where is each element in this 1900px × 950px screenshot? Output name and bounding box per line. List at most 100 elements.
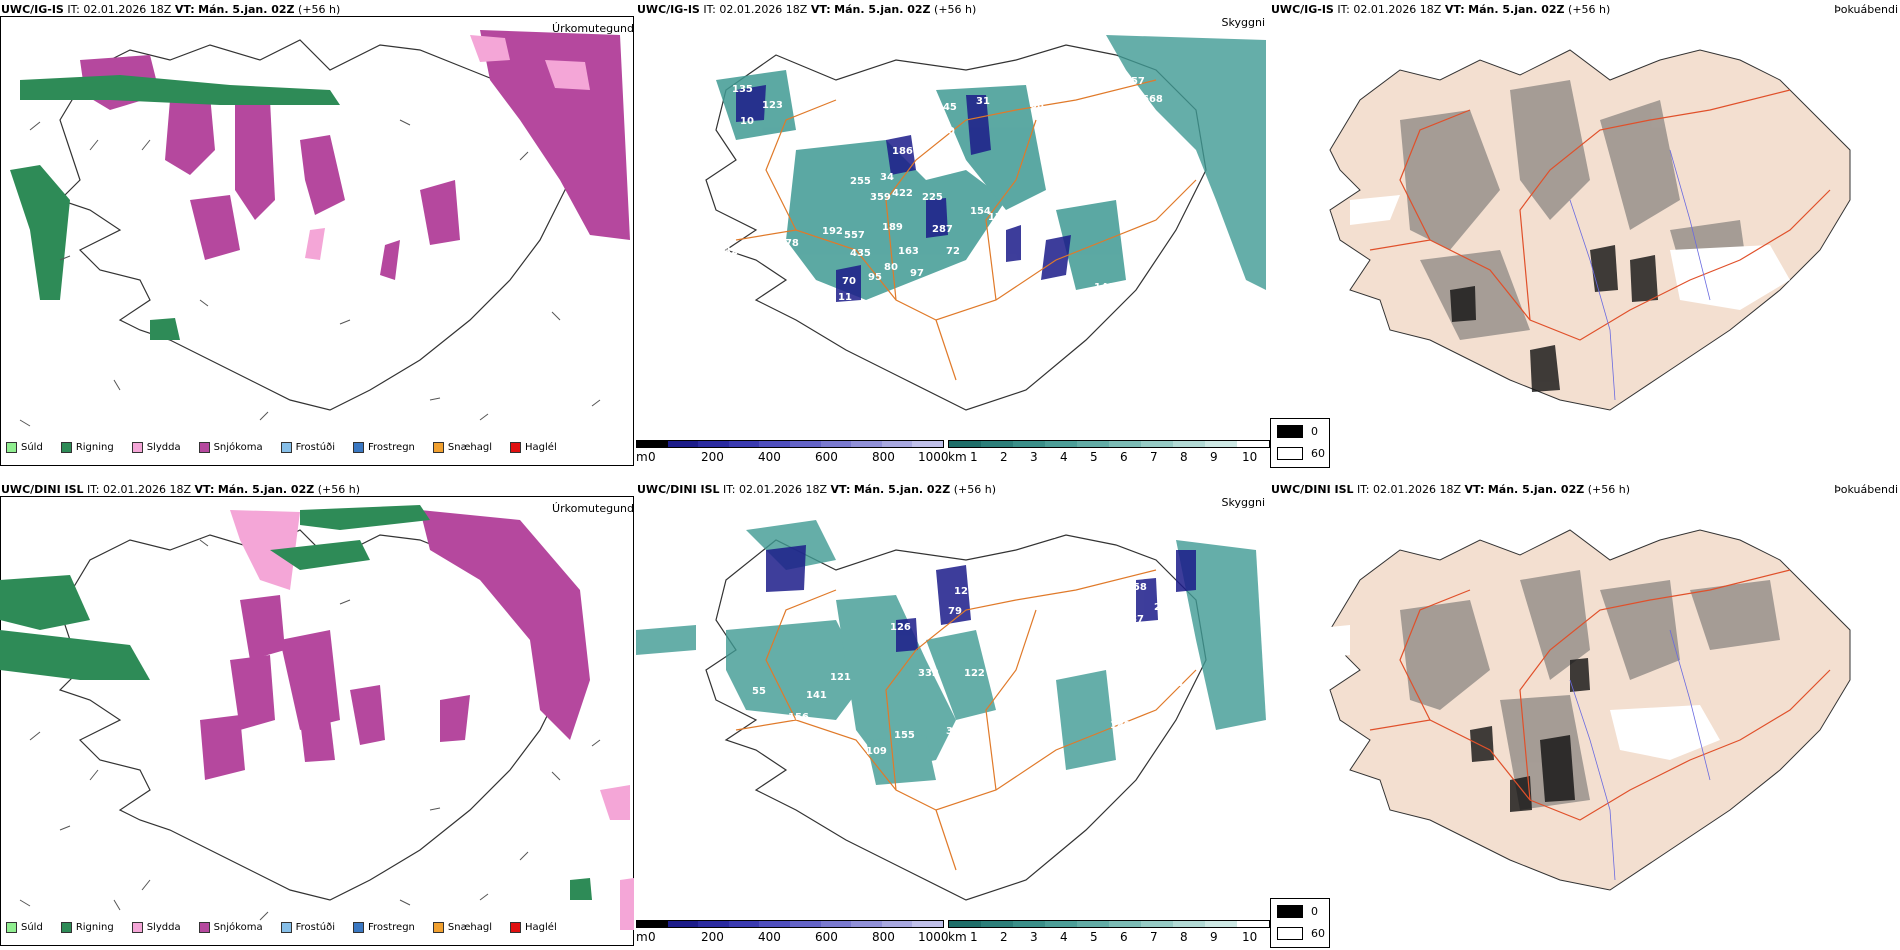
land-area — [1329, 529, 1851, 891]
vis-label: 225 — [922, 192, 943, 203]
vis-label: 122 — [964, 668, 985, 679]
fog-legend-top: 0 60 — [1270, 418, 1330, 468]
vis-label: 558 — [1124, 562, 1145, 573]
vis-label: 126 — [890, 622, 911, 633]
iceland-coastline — [705, 534, 1207, 901]
panel-header: UWC/DINI ISL IT: 02.01.2026 18Z VT: Mán.… — [1, 483, 360, 496]
rivers — [1569, 629, 1711, 881]
road-network — [1369, 569, 1831, 821]
vis-label: 30 — [946, 726, 960, 737]
legend-item-rigning: Rigning — [60, 442, 114, 453]
visibility-bar-segment — [1237, 441, 1269, 447]
vis-label: 287 — [932, 224, 953, 235]
legend-item-snjokoma: Snjókoma — [198, 442, 263, 453]
vis-label: 435 — [850, 248, 871, 259]
sleet-areas — [230, 510, 634, 930]
wind-barbs — [19, 539, 601, 921]
vis-label: 359 — [870, 192, 891, 203]
precip-legend-bottom: Súld Rigning Slydda Snjókoma Frostúði Fr… — [6, 922, 569, 933]
vis-label: 557 — [844, 230, 865, 241]
fog-legend-bottom: 0 60 — [1270, 898, 1330, 948]
height-bar-segment — [698, 921, 729, 927]
height-bar — [636, 440, 944, 448]
wind-barbs — [19, 119, 601, 427]
visibility-bar-segment — [981, 441, 1013, 447]
legend-swatch — [60, 442, 72, 453]
vis-label: 141 — [806, 690, 827, 701]
panel-header: UWC/IG-IS IT: 02.01.2026 18Z VT: Mán. 5.… — [1271, 3, 1611, 16]
legend-item-snaehagl: Snæhagl — [432, 922, 492, 933]
vis-label: 10 — [740, 116, 754, 127]
fog-panel-bottom: UWC/DINI ISL IT: 02.01.2026 18Z VT: Mán.… — [1270, 480, 1900, 950]
very-low-vis-areas — [766, 545, 1196, 652]
visibility-map — [705, 35, 1266, 411]
very-low-vis-areas — [736, 85, 1071, 302]
precip-legend-top: Súld Rigning Slydda Snjókoma Frostúði Fr… — [6, 442, 569, 453]
visibility-bar-segment — [1109, 921, 1141, 927]
visibility-map — [636, 520, 1266, 901]
panel-header: UWC/DINI ISL IT: 02.01.2026 18Z VT: Mán.… — [637, 483, 996, 496]
height-bar-segment — [881, 441, 913, 447]
legend-item-slydda: Slydda — [131, 442, 181, 453]
height-bar-segment — [698, 441, 729, 447]
vis-label: 178 — [1036, 530, 1057, 541]
visibility-bar-segment — [1045, 441, 1077, 447]
vis-label: 422 — [892, 188, 913, 199]
precip-frame — [0, 16, 634, 466]
precip-map — [10, 30, 630, 427]
panel-title: Skyggni — [1221, 16, 1265, 29]
fog-map — [1329, 49, 1851, 411]
legend-swatch — [6, 442, 17, 453]
vis-label: 361 — [1170, 650, 1191, 661]
visibility-panel-bottom: UWC/DINI ISL IT: 02.01.2026 18Z VT: Mán.… — [636, 480, 1270, 950]
vis-label: 257 — [1124, 76, 1145, 87]
vis-label: 358 — [1162, 664, 1183, 675]
vis-label: 55 — [752, 686, 766, 697]
legend-swatch — [198, 922, 210, 933]
vis-label: 228 — [1154, 602, 1175, 613]
panel-header: UWC/DINI ISL IT: 02.01.2026 18Z VT: Mán.… — [1271, 483, 1630, 496]
height-bar-segment — [728, 921, 760, 927]
vis-label: 163 — [898, 246, 919, 257]
legend-swatch — [510, 442, 522, 453]
road-network — [1369, 89, 1831, 341]
panel-title: Úrkomutegund — [552, 502, 634, 515]
panel-title: Þokuábendi — [1834, 3, 1898, 16]
legend-swatch — [280, 922, 292, 933]
vis-label: 155 — [894, 730, 915, 741]
precip-panel-bottom: UWC/DINI ISL IT: 02.01.2026 18Z VT: Mán.… — [0, 480, 640, 950]
vis-label: 62 — [1016, 266, 1030, 277]
vis-label: 309 — [880, 124, 901, 135]
precip-map — [0, 505, 634, 930]
sleet-areas — [305, 35, 590, 260]
fog-legend-swatch-60 — [1277, 447, 1303, 460]
land-area — [1329, 49, 1851, 411]
visibility-bar-segment — [1141, 921, 1173, 927]
vis-label: 112 — [744, 590, 765, 601]
vis-label: 668 — [1142, 94, 1163, 105]
visibility-bar-segment — [1077, 441, 1109, 447]
vis-label: 98 — [1056, 598, 1070, 609]
vis-label: 145 — [936, 102, 957, 113]
dense-fog-spots — [1450, 245, 1658, 392]
visibility-bar-segment — [1013, 921, 1045, 927]
legend-item-frostudi: Frostúði — [280, 922, 335, 933]
visibility-bar-segment — [1173, 441, 1205, 447]
vis-label: 88 — [1030, 100, 1044, 111]
fog-legend-swatch-60 — [1277, 927, 1303, 940]
low-vis-areas — [636, 520, 1266, 785]
height-bar-segment — [667, 441, 699, 447]
legend-item-frostudi: Frostúði — [280, 442, 335, 453]
vis-label: 186 — [892, 146, 913, 157]
height-bar-segment — [820, 441, 852, 447]
visibility-labels: 135 123 10 309 145 170 31 88 257 668 186… — [636, 0, 1270, 440]
iceland-coastline — [58, 39, 581, 411]
height-bar-segment — [667, 921, 699, 927]
vis-label: 11 — [838, 292, 852, 303]
visibility-bar-segment — [1173, 921, 1205, 927]
visibility-bar-segment — [1109, 441, 1141, 447]
vis-label: 156 — [788, 712, 809, 723]
visibility-bar-segment — [1045, 921, 1077, 927]
snow-areas — [80, 30, 630, 280]
road-network — [735, 79, 1197, 381]
